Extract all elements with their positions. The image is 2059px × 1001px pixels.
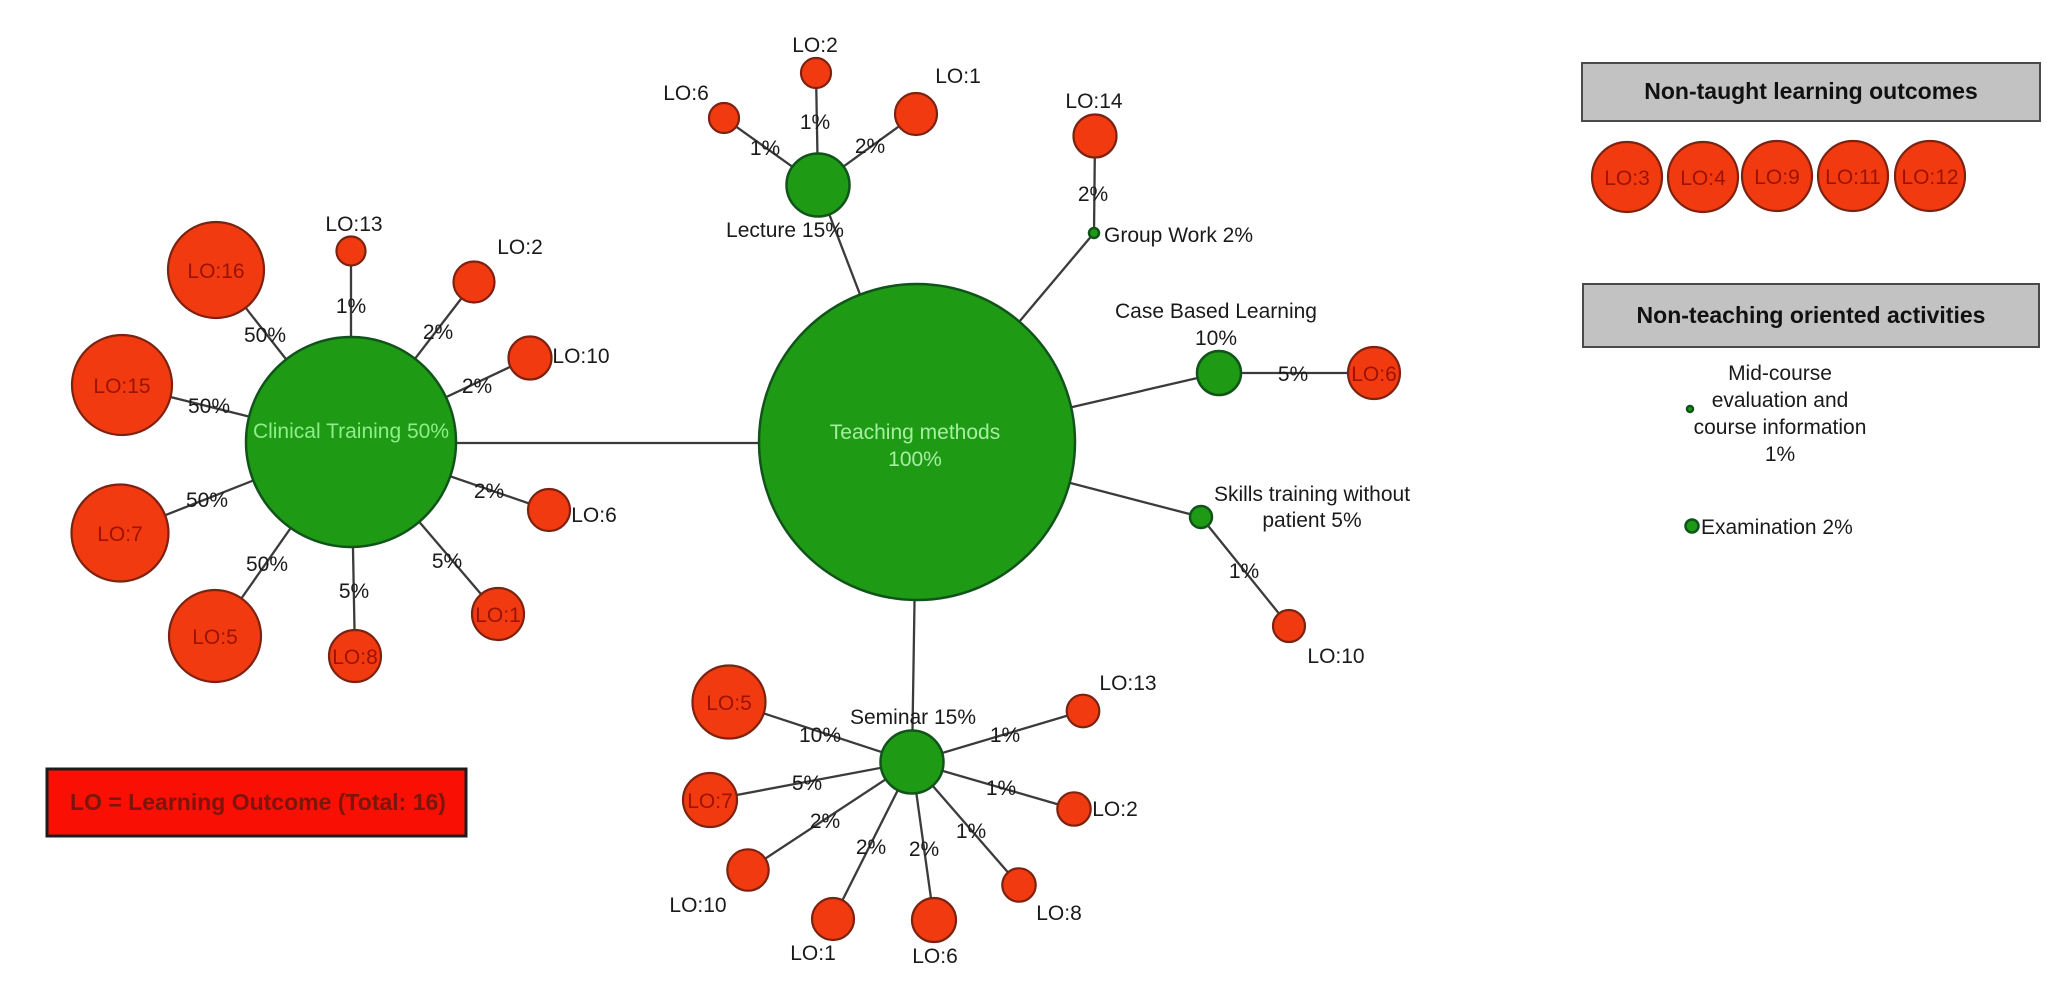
svg-text:2%: 2% [462,375,492,398]
svg-text:LO:5: LO:5 [706,692,752,715]
svg-text:LO:11: LO:11 [1825,166,1881,189]
svg-text:LO:7: LO:7 [687,790,733,813]
svg-text:LO:12: LO:12 [1901,166,1958,189]
svg-text:2%: 2% [474,480,504,503]
svg-text:LO:15: LO:15 [93,375,150,398]
svg-text:2%: 2% [1078,183,1108,206]
svg-text:2%: 2% [856,836,886,859]
svg-text:LO:5: LO:5 [192,626,238,649]
svg-text:LO:10: LO:10 [552,345,609,368]
svg-text:2%: 2% [423,321,453,344]
svg-text:evaluation and: evaluation and [1712,389,1849,412]
svg-text:Case Based Learning: Case Based Learning [1115,300,1317,323]
svg-text:Skills training without: Skills training without [1214,483,1410,506]
svg-text:5%: 5% [1278,363,1308,386]
svg-text:10%: 10% [1195,327,1237,350]
svg-text:Lecture 15%: Lecture 15% [726,219,844,242]
svg-text:10%: 10% [799,724,841,747]
svg-text:LO:13: LO:13 [325,213,382,236]
svg-text:LO:3: LO:3 [1604,167,1650,190]
svg-text:Teaching methods: Teaching methods [830,421,1000,444]
svg-text:1%: 1% [336,295,366,318]
svg-text:50%: 50% [188,395,230,418]
svg-text:Non-taught learning outcomes: Non-taught learning outcomes [1644,78,1978,104]
svg-text:2%: 2% [909,838,939,861]
svg-text:Examination 2%: Examination 2% [1701,516,1853,539]
svg-text:patient 5%: patient 5% [1262,509,1361,532]
svg-text:LO:16: LO:16 [187,260,244,283]
svg-text:Non-teaching oriented activiti: Non-teaching oriented activities [1637,302,1986,328]
svg-text:LO:6: LO:6 [1351,363,1397,386]
svg-text:LO:6: LO:6 [912,945,958,968]
svg-text:1%: 1% [750,137,780,160]
svg-text:1%: 1% [1765,443,1795,466]
svg-text:LO:7: LO:7 [97,523,143,546]
svg-text:1%: 1% [956,820,986,843]
svg-text:1%: 1% [1229,560,1259,583]
svg-text:LO:2: LO:2 [1092,798,1138,821]
svg-text:2%: 2% [810,810,840,833]
svg-text:LO:6: LO:6 [663,82,709,105]
svg-text:50%: 50% [244,324,286,347]
svg-text:1%: 1% [800,111,830,134]
svg-text:50%: 50% [186,489,228,512]
svg-text:Clinical Training 50%: Clinical Training 50% [253,420,449,443]
svg-text:Mid-course: Mid-course [1728,362,1832,385]
svg-text:LO:9: LO:9 [1754,166,1800,189]
svg-text:LO:2: LO:2 [497,236,543,259]
svg-text:LO:1: LO:1 [935,65,981,88]
svg-text:5%: 5% [339,580,369,603]
svg-text:Seminar 15%: Seminar 15% [850,706,976,729]
svg-text:LO:10: LO:10 [1307,645,1364,668]
svg-text:LO:6: LO:6 [571,504,617,527]
svg-text:LO:8: LO:8 [1036,902,1082,925]
svg-text:LO:10: LO:10 [669,894,726,917]
svg-text:LO:13: LO:13 [1099,672,1156,695]
svg-text:1%: 1% [990,724,1020,747]
svg-text:5%: 5% [432,550,462,573]
svg-text:1%: 1% [986,777,1016,800]
svg-text:LO:4: LO:4 [1680,167,1726,190]
svg-text:LO:8: LO:8 [332,646,378,669]
svg-text:5%: 5% [792,772,822,795]
svg-text:course information: course information [1694,416,1867,439]
svg-text:100%: 100% [888,448,942,471]
svg-text:LO:14: LO:14 [1065,90,1123,113]
svg-text:LO:2: LO:2 [792,34,838,57]
svg-text:LO:1: LO:1 [790,942,836,965]
svg-text:50%: 50% [246,553,288,576]
svg-text:LO = Learning Outcome (Total:: LO = Learning Outcome (Total: 16) [70,789,446,815]
svg-text:Group Work 2%: Group Work 2% [1104,224,1253,247]
svg-text:LO:1: LO:1 [475,604,521,627]
svg-text:2%: 2% [855,135,885,158]
